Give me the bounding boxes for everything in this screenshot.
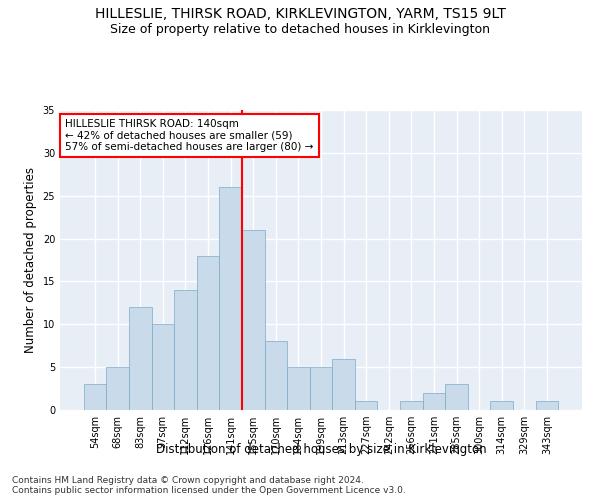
Bar bbox=[332, 358, 355, 410]
Bar bbox=[129, 307, 152, 410]
Bar bbox=[310, 367, 332, 410]
Text: HILLESLIE, THIRSK ROAD, KIRKLEVINGTON, YARM, TS15 9LT: HILLESLIE, THIRSK ROAD, KIRKLEVINGTON, Y… bbox=[95, 8, 505, 22]
Bar bbox=[84, 384, 106, 410]
Bar bbox=[174, 290, 197, 410]
Bar bbox=[355, 402, 377, 410]
Text: HILLESLIE THIRSK ROAD: 140sqm
← 42% of detached houses are smaller (59)
57% of s: HILLESLIE THIRSK ROAD: 140sqm ← 42% of d… bbox=[65, 119, 314, 152]
Bar bbox=[242, 230, 265, 410]
Bar bbox=[197, 256, 220, 410]
Bar bbox=[106, 367, 129, 410]
Bar bbox=[265, 342, 287, 410]
Text: Size of property relative to detached houses in Kirklevington: Size of property relative to detached ho… bbox=[110, 22, 490, 36]
Bar bbox=[445, 384, 468, 410]
Y-axis label: Number of detached properties: Number of detached properties bbox=[24, 167, 37, 353]
Bar bbox=[152, 324, 174, 410]
Text: Contains HM Land Registry data © Crown copyright and database right 2024.
Contai: Contains HM Land Registry data © Crown c… bbox=[12, 476, 406, 495]
Bar bbox=[536, 402, 558, 410]
Bar bbox=[400, 402, 422, 410]
Bar bbox=[490, 402, 513, 410]
Bar bbox=[422, 393, 445, 410]
Bar bbox=[287, 367, 310, 410]
Text: Distribution of detached houses by size in Kirklevington: Distribution of detached houses by size … bbox=[155, 442, 487, 456]
Bar bbox=[220, 187, 242, 410]
